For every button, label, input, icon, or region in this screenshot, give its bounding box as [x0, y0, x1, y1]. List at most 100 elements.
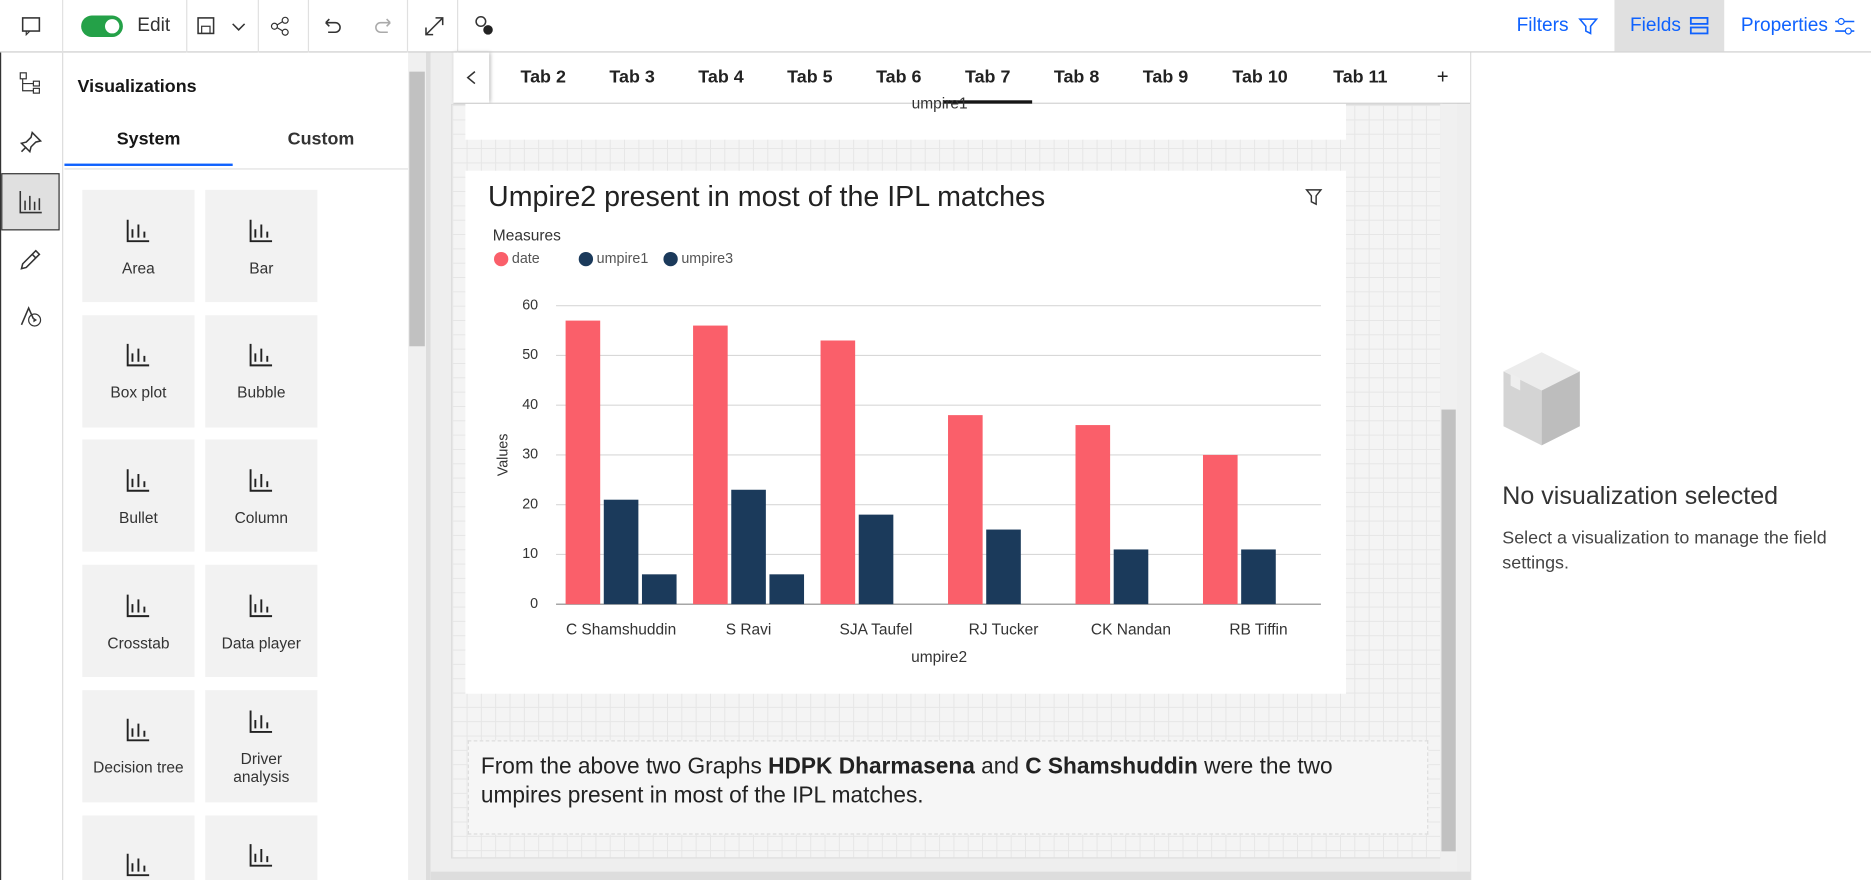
viz-tile[interactable]: Bar [205, 189, 318, 303]
bar [603, 499, 639, 605]
legend-label: umpire3 [681, 251, 733, 267]
tab[interactable]: Tab 7 [943, 53, 1033, 104]
bar [1075, 425, 1111, 605]
tile-icon [126, 719, 150, 742]
legend-swatch [494, 251, 509, 267]
tile-label: Decision tree [93, 758, 184, 777]
bar [1241, 549, 1276, 605]
tab[interactable]: Tab 4 [698, 66, 744, 88]
viz-tile[interactable]: Column [205, 439, 318, 553]
x-axis-title: umpire2 [911, 649, 967, 666]
viz-tile[interactable]: Hierarchy [205, 814, 318, 880]
x-tick-label: RJ Tucker [969, 622, 1039, 639]
chart-title: Umpire2 present in most of the IPL match… [488, 181, 1045, 213]
pointer-button[interactable] [473, 14, 497, 38]
x-tick-label: SJA Taufel [840, 622, 913, 639]
edit-label: Edit [137, 15, 171, 36]
sidebar-title: Visualizations [77, 76, 197, 97]
rail-chart[interactable] [19, 190, 43, 214]
tile-icon [126, 344, 150, 367]
legend-swatch [663, 251, 678, 267]
tile-label: Bar [249, 258, 274, 277]
tile-icon [126, 469, 150, 492]
bar [731, 489, 766, 605]
rail-tree[interactable] [19, 72, 43, 96]
tab[interactable]: Tab 3 [609, 66, 655, 88]
rail-media[interactable] [19, 304, 43, 328]
viz-tile[interactable]: Box plot [82, 314, 195, 428]
y-tick-label: 40 [522, 397, 538, 413]
sidebar-tab[interactable]: Custom [287, 128, 355, 150]
fields-button[interactable]: Fields [1629, 15, 1681, 36]
save-button[interactable] [196, 16, 256, 37]
x-tick-label: C Shamshuddin [566, 622, 676, 639]
tab[interactable]: Tab 5 [787, 66, 833, 88]
viz-tile[interactable]: Bubble [205, 314, 318, 428]
viz-tile[interactable]: Area [82, 189, 195, 303]
legend-swatch [578, 251, 594, 267]
tile-label: Bubble [237, 383, 286, 402]
tile-icon [249, 469, 273, 492]
x-tick-label: CK Nandan [1091, 622, 1171, 639]
empty-message: Select a visualization to manage the fie… [1502, 527, 1827, 574]
chart-filter-icon[interactable] [1305, 189, 1323, 206]
tab[interactable]: Tab 2 [520, 66, 566, 88]
y-tick-label: 0 [530, 596, 538, 612]
viz-tile[interactable]: Crosstab [82, 564, 195, 678]
rail-pin[interactable] [19, 130, 43, 154]
viz-tile[interactable] [82, 814, 195, 880]
text-segment: HDPK Dharmasena [768, 754, 975, 780]
text-segment: and [974, 754, 1026, 780]
text-paragraph: From the above two Graphs HDPK Dharmasen… [481, 753, 1412, 810]
tab-back[interactable] [453, 52, 490, 103]
y-tick-label: 10 [522, 546, 538, 562]
chart-card: Umpire2 present in most of the IPL match… [465, 170, 1346, 694]
right-panel [1470, 52, 1871, 880]
tile-icon [249, 219, 273, 242]
add-tab[interactable]: + [1436, 65, 1449, 89]
splitter[interactable] [425, 52, 431, 880]
viz-tile[interactable]: Driver analysis [205, 689, 318, 803]
bottom-splitter[interactable] [430, 871, 1471, 880]
comment-icon[interactable] [20, 16, 41, 37]
tab[interactable]: Tab 11 [1333, 66, 1388, 88]
bar [769, 574, 805, 605]
bar [565, 320, 601, 605]
edit-toggle[interactable] [81, 15, 123, 38]
text-card: From the above two Graphs HDPK Dharmasen… [467, 740, 1429, 835]
previous-card: umpire1 [465, 94, 1346, 140]
bar [948, 415, 983, 605]
viz-tile[interactable]: Data player [205, 564, 318, 678]
tile-icon [126, 594, 150, 617]
rail-brush[interactable] [19, 247, 43, 271]
y-tick-label: 50 [522, 347, 538, 363]
bar [858, 514, 894, 605]
filters-button[interactable]: Filters [1516, 15, 1569, 36]
tab[interactable]: Tab 9 [1142, 66, 1189, 88]
viz-tile[interactable]: Decision tree [82, 689, 195, 803]
tab[interactable]: Tab 6 [876, 66, 922, 88]
bar [641, 574, 677, 605]
tile-icon [249, 594, 273, 617]
tab[interactable]: Tab 10 [1232, 66, 1288, 88]
share-button[interactable] [270, 16, 291, 37]
fields-tab-bg [1614, 0, 1725, 52]
legend-label: date [512, 251, 540, 267]
sidebar-tab[interactable]: System [116, 128, 181, 150]
tile-label: Column [234, 508, 289, 527]
text-segment: C Shamshuddin [1025, 754, 1198, 780]
tab[interactable]: Tab 8 [1053, 66, 1100, 88]
legend-label: umpire1 [597, 251, 649, 267]
undo-redo[interactable] [321, 16, 405, 37]
properties-button[interactable]: Properties [1740, 15, 1828, 36]
tile-icon [249, 844, 273, 867]
divider [64, 168, 409, 170]
expand-button[interactable] [424, 16, 445, 37]
viz-tile[interactable]: Bullet [82, 439, 195, 553]
tile-label: Crosstab [107, 633, 170, 652]
bar [693, 325, 728, 605]
tile-icon [126, 853, 150, 876]
toolbar [0, 0, 1871, 53]
tile-label: Box plot [110, 383, 167, 402]
